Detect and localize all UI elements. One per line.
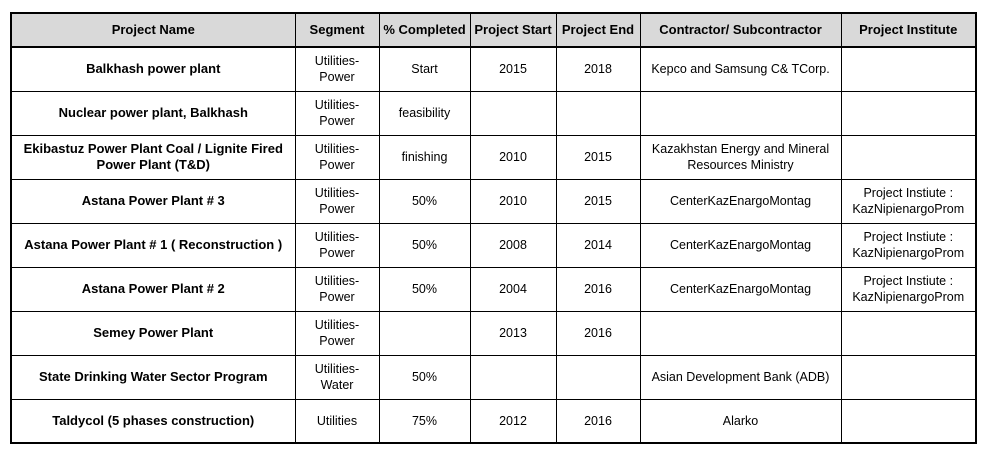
contractor-cell: CenterKazEnargoMontag [639, 178, 842, 224]
project-start-cell [469, 354, 557, 400]
project-institute-cell: Project Instiute : KazNipienargoProm [840, 178, 977, 224]
contractor-cell: Alarko [639, 398, 842, 444]
project-end-cell: 2016 [555, 310, 641, 356]
column-header-segment: Segment [294, 12, 380, 48]
table-row: State Drinking Water Sector Program Utili… [10, 354, 977, 400]
project-name-cell: Astana Power Plant # 3 [10, 178, 296, 224]
table-body: Balkhash power plant Utilities-Power Start… [10, 46, 977, 444]
project-start-cell: 2012 [469, 398, 557, 444]
project-name-cell: Astana Power Plant # 2 [10, 266, 296, 312]
segment-cell: Utilities [294, 398, 380, 444]
column-header-project-end: Project End [555, 12, 641, 48]
contractor-cell: Asian Development Bank (ADB) [639, 354, 842, 400]
project-end-cell: 2015 [555, 134, 641, 180]
column-header-completed: % Completed [378, 12, 471, 48]
segment-cell: Utilities-Power [294, 266, 380, 312]
table-row: Nuclear power plant, Balkhash Utilities-P… [10, 90, 977, 136]
column-header-project-start: Project Start [469, 12, 557, 48]
project-start-cell: 2004 [469, 266, 557, 312]
contractor-cell: Kepco and Samsung C& TCorp. [639, 46, 842, 92]
table-row: Ekibastuz Power Plant Coal / Lignite Fir… [10, 134, 977, 180]
project-name-cell: Ekibastuz Power Plant Coal / Lignite Fir… [10, 134, 296, 180]
segment-cell: Utilities-Power [294, 178, 380, 224]
project-end-cell: 2018 [555, 46, 641, 92]
project-end-cell: 2016 [555, 398, 641, 444]
project-name-cell: Astana Power Plant # 1 ( Reconstruction … [10, 222, 296, 268]
project-end-cell: 2015 [555, 178, 641, 224]
project-end-cell: 2014 [555, 222, 641, 268]
table-row: Semey Power Plant Utilities-Power 2013 2016 [10, 310, 977, 356]
projects-table: Project Name Segment % Completed Project… [10, 12, 977, 444]
project-start-cell [469, 90, 557, 136]
project-name-cell: Taldycol (5 phases construction) [10, 398, 296, 444]
project-name-cell: Semey Power Plant [10, 310, 296, 356]
table-row: Astana Power Plant # 1 ( Reconstruction … [10, 222, 977, 268]
project-institute-cell [840, 90, 977, 136]
segment-cell: Utilities-Power [294, 46, 380, 92]
project-institute-cell: Project Instiute : KazNipienargoProm [840, 222, 977, 268]
project-institute-cell [840, 134, 977, 180]
completed-cell: 50% [378, 178, 471, 224]
project-institute-cell [840, 310, 977, 356]
contractor-cell: Kazakhstan Energy and Mineral Resources … [639, 134, 842, 180]
completed-cell: 75% [378, 398, 471, 444]
contractor-cell: CenterKazEnargoMontag [639, 222, 842, 268]
project-institute-cell [840, 398, 977, 444]
contractor-cell [639, 90, 842, 136]
project-end-cell [555, 354, 641, 400]
segment-cell: Utilities-Water [294, 354, 380, 400]
contractor-cell: CenterKazEnargoMontag [639, 266, 842, 312]
project-institute-cell [840, 354, 977, 400]
completed-cell: 50% [378, 266, 471, 312]
project-end-cell: 2016 [555, 266, 641, 312]
table-row: Balkhash power plant Utilities-Power Start… [10, 46, 977, 92]
project-start-cell: 2010 [469, 134, 557, 180]
column-header-project-institute: Project Institute [840, 12, 977, 48]
contractor-cell [639, 310, 842, 356]
completed-cell: 50% [378, 354, 471, 400]
completed-cell: Start [378, 46, 471, 92]
segment-cell: Utilities-Power [294, 90, 380, 136]
project-start-cell: 2008 [469, 222, 557, 268]
table-row: Astana Power Plant # 3 Utilities-Power 50%… [10, 178, 977, 224]
segment-cell: Utilities-Power [294, 222, 380, 268]
project-start-cell: 2010 [469, 178, 557, 224]
project-name-cell: Balkhash power plant [10, 46, 296, 92]
completed-cell: finishing [378, 134, 471, 180]
project-institute-cell: Project Instiute : KazNipienargoProm [840, 266, 977, 312]
header-row: Project Name Segment % Completed Project… [10, 12, 977, 48]
project-start-cell: 2015 [469, 46, 557, 92]
segment-cell: Utilities-Power [294, 134, 380, 180]
completed-cell: feasibility [378, 90, 471, 136]
project-name-cell: State Drinking Water Sector Program [10, 354, 296, 400]
project-end-cell [555, 90, 641, 136]
completed-cell [378, 310, 471, 356]
column-header-contractor: Contractor/ Subcontractor [639, 12, 842, 48]
project-start-cell: 2013 [469, 310, 557, 356]
segment-cell: Utilities-Power [294, 310, 380, 356]
table-row: Taldycol (5 phases construction) Utilitie… [10, 398, 977, 444]
column-header-project-name: Project Name [10, 12, 296, 48]
project-institute-cell [840, 46, 977, 92]
completed-cell: 50% [378, 222, 471, 268]
project-name-cell: Nuclear power plant, Balkhash [10, 90, 296, 136]
table-row: Astana Power Plant # 2 Utilities-Power 50%… [10, 266, 977, 312]
